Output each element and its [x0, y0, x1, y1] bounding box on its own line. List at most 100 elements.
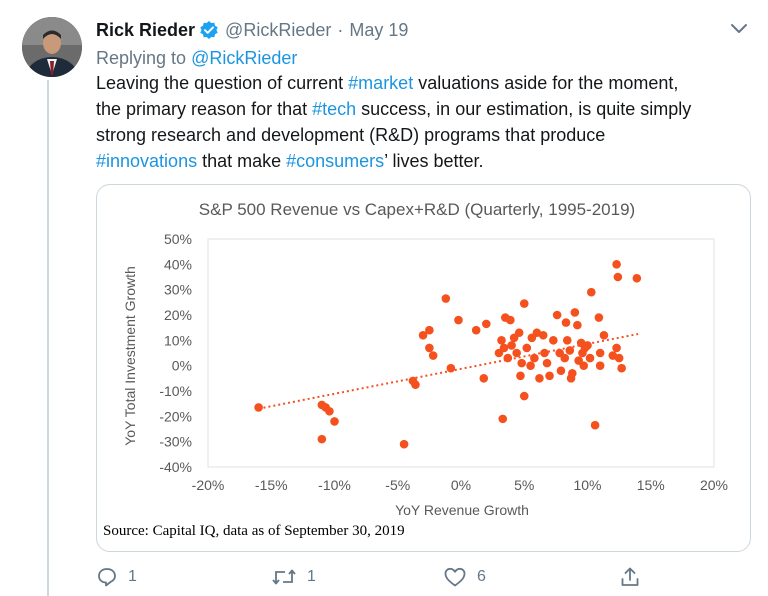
heart-icon: [444, 567, 466, 587]
x-tick-label: -5%: [385, 477, 410, 493]
x-tick-label: 0%: [451, 477, 471, 493]
data-point: [585, 353, 595, 363]
retweet-count: 1: [307, 568, 316, 585]
author-name[interactable]: Rick Rieder: [96, 19, 196, 40]
data-point: [514, 328, 524, 338]
hashtag-link[interactable]: #consumers: [286, 151, 385, 171]
data-point: [562, 336, 572, 345]
y-tick-label: -10%: [159, 383, 192, 399]
tweet-media-image[interactable]: S&P 500 Revenue vs Capex+R&D (Quarterly,…: [96, 184, 751, 552]
data-point: [617, 363, 626, 373]
y-tick-label: -30%: [159, 434, 192, 450]
data-point: [471, 325, 481, 335]
data-point: [517, 358, 527, 368]
data-point: [399, 439, 409, 449]
data-point: [530, 353, 539, 363]
data-point: [545, 371, 554, 381]
data-point: [568, 368, 577, 378]
verified-badge-icon: [199, 20, 219, 40]
data-point: [535, 374, 544, 383]
data-point: [425, 343, 434, 353]
data-point: [498, 414, 508, 424]
text-segment: the primary reason for that: [96, 99, 313, 119]
replying-to-link[interactable]: @RickRieder: [191, 48, 298, 68]
reply-count: 1: [128, 568, 137, 585]
tweet-date[interactable]: May 19: [349, 19, 409, 40]
data-point: [556, 366, 566, 376]
retweet-button[interactable]: 1: [271, 566, 316, 588]
data-point: [570, 308, 580, 317]
text-segment: Leaving the question of current: [96, 73, 349, 93]
tweet-actions: 1 1 6: [96, 566, 656, 590]
data-point: [512, 348, 521, 358]
hashtag-link[interactable]: #tech: [312, 99, 357, 119]
x-tick-label: 5%: [514, 477, 534, 493]
data-point: [594, 313, 604, 322]
hashtag-link[interactable]: #market: [348, 73, 414, 93]
data-point: [632, 273, 642, 283]
header-separator: ·: [337, 19, 344, 40]
like-count: 6: [477, 568, 486, 585]
replying-to-prefix: Replying to: [96, 48, 187, 68]
like-button[interactable]: 6: [443, 566, 486, 588]
share-icon: [621, 567, 639, 586]
text-segment: strong research and development (R&D) pr…: [96, 125, 606, 145]
data-point: [612, 343, 621, 353]
data-point: [506, 315, 515, 325]
data-point: [499, 343, 509, 353]
data-point: [614, 353, 624, 363]
data-point: [552, 310, 562, 320]
data-point: [595, 348, 605, 358]
text-segment: success, in our estimation, is quite sim…: [356, 99, 692, 119]
y-axis-label: YoY Total Investment Growth: [122, 266, 138, 446]
data-point: [330, 417, 339, 426]
data-point: [425, 325, 434, 335]
data-point: [612, 260, 621, 269]
data-point: [519, 391, 529, 401]
thread-line: [47, 80, 49, 596]
data-points: [254, 260, 642, 449]
x-tick-label: 10%: [573, 477, 601, 493]
reply-icon: [98, 568, 116, 587]
data-point: [583, 341, 592, 350]
reply-button[interactable]: 1: [96, 566, 137, 588]
avatar[interactable]: [22, 17, 82, 77]
share-button[interactable]: [619, 566, 641, 588]
data-point: [540, 348, 549, 358]
replying-to: Replying to @RickRieder: [96, 48, 297, 69]
y-tick-label: 0%: [172, 358, 192, 374]
data-point: [549, 336, 558, 345]
hashtag-link[interactable]: #innovations: [96, 151, 198, 171]
data-point: [254, 403, 263, 412]
y-tick-label: 30%: [164, 282, 192, 298]
x-tick-label: -20%: [192, 477, 225, 493]
data-point: [579, 361, 589, 370]
data-point: [441, 294, 451, 303]
y-tick-label: 10%: [164, 332, 192, 348]
chart-title: S&P 500 Revenue vs Capex+R&D (Quarterly,…: [199, 200, 635, 219]
data-point: [503, 353, 513, 363]
data-point: [542, 358, 552, 368]
author-handle[interactable]: @RickRieder: [225, 19, 332, 40]
chevron-down-icon[interactable]: [730, 22, 748, 36]
retweet-icon: [272, 569, 296, 585]
data-point: [526, 361, 535, 370]
data-point: [538, 330, 548, 340]
data-point: [507, 341, 516, 350]
data-point: [317, 434, 327, 444]
data-point: [497, 336, 506, 345]
x-tick-label: 20%: [700, 477, 728, 493]
data-point: [482, 319, 491, 329]
text-segment: valuations aside for the moment,: [413, 73, 679, 93]
y-tick-label: -40%: [159, 459, 192, 475]
data-point: [408, 376, 418, 386]
data-point: [561, 318, 571, 327]
data-point: [586, 287, 596, 297]
x-tick-label: -10%: [318, 477, 351, 493]
data-point: [479, 374, 489, 383]
tweet-text-line: #innovations that make #consumers’ lives…: [96, 148, 746, 174]
data-point: [454, 315, 463, 325]
data-point: [590, 420, 600, 430]
data-point: [522, 343, 532, 353]
y-tick-label: -20%: [159, 408, 192, 424]
